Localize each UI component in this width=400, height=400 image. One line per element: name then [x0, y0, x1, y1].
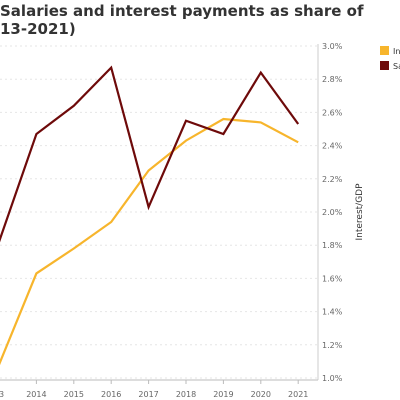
x-tick-label: 2018	[176, 390, 196, 399]
y-tick-label: 2.2%	[322, 175, 343, 184]
y-tick-labels: 1.0% 1.2% 1.4% 1.6% 1.8% 2.0% 2.2% 2.4% 2.6% 2.8%…	[322, 42, 343, 383]
chart-title-line-2: 13-2021)	[0, 20, 76, 38]
y-tick-label: 1.6%	[322, 274, 343, 283]
y-tick-label: 3.0%	[322, 42, 343, 51]
x-tick-label: 2021	[288, 390, 308, 399]
legend-swatch	[380, 61, 389, 70]
chart-title-line-1: Salaries and interest payments as share …	[0, 2, 364, 20]
y-tick-label: 1.8%	[322, 241, 343, 250]
y-tick-label: 1.2%	[322, 341, 343, 350]
series-lines	[0, 65, 300, 366]
series-line-0	[0, 117, 299, 366]
y-tick-label: 2.6%	[322, 108, 343, 117]
x-tick-label: 2015	[64, 390, 84, 399]
legend-label: In	[393, 47, 400, 56]
legend-label: Sa	[393, 62, 400, 71]
x-tick-labels: 13 2014 2015 2016 2017 2018 2019 2020 2021	[0, 380, 308, 399]
legend-swatch	[380, 46, 389, 55]
series-line-1	[0, 65, 300, 243]
x-tick-label: 2017	[138, 390, 158, 399]
x-tick-label: 2016	[101, 390, 121, 399]
y-tick-label: 1.4%	[322, 308, 343, 317]
x-tick-label: 13	[0, 390, 4, 399]
x-tick-label: 2020	[251, 390, 271, 399]
y-tick-label: 2.0%	[322, 208, 343, 217]
x-tick-label: 2019	[213, 390, 233, 399]
y-tick-label: 1.0%	[322, 374, 343, 383]
y-tick-label: 2.8%	[322, 75, 343, 84]
gridlines	[0, 45, 318, 379]
y-tick-label: 2.4%	[322, 142, 343, 151]
chart-title: Salaries and interest payments as share …	[0, 0, 400, 40]
legend: In Sa	[380, 46, 400, 71]
x-tick-label: 2014	[26, 390, 46, 399]
y-axis-label: Interest/GDP	[355, 183, 365, 241]
